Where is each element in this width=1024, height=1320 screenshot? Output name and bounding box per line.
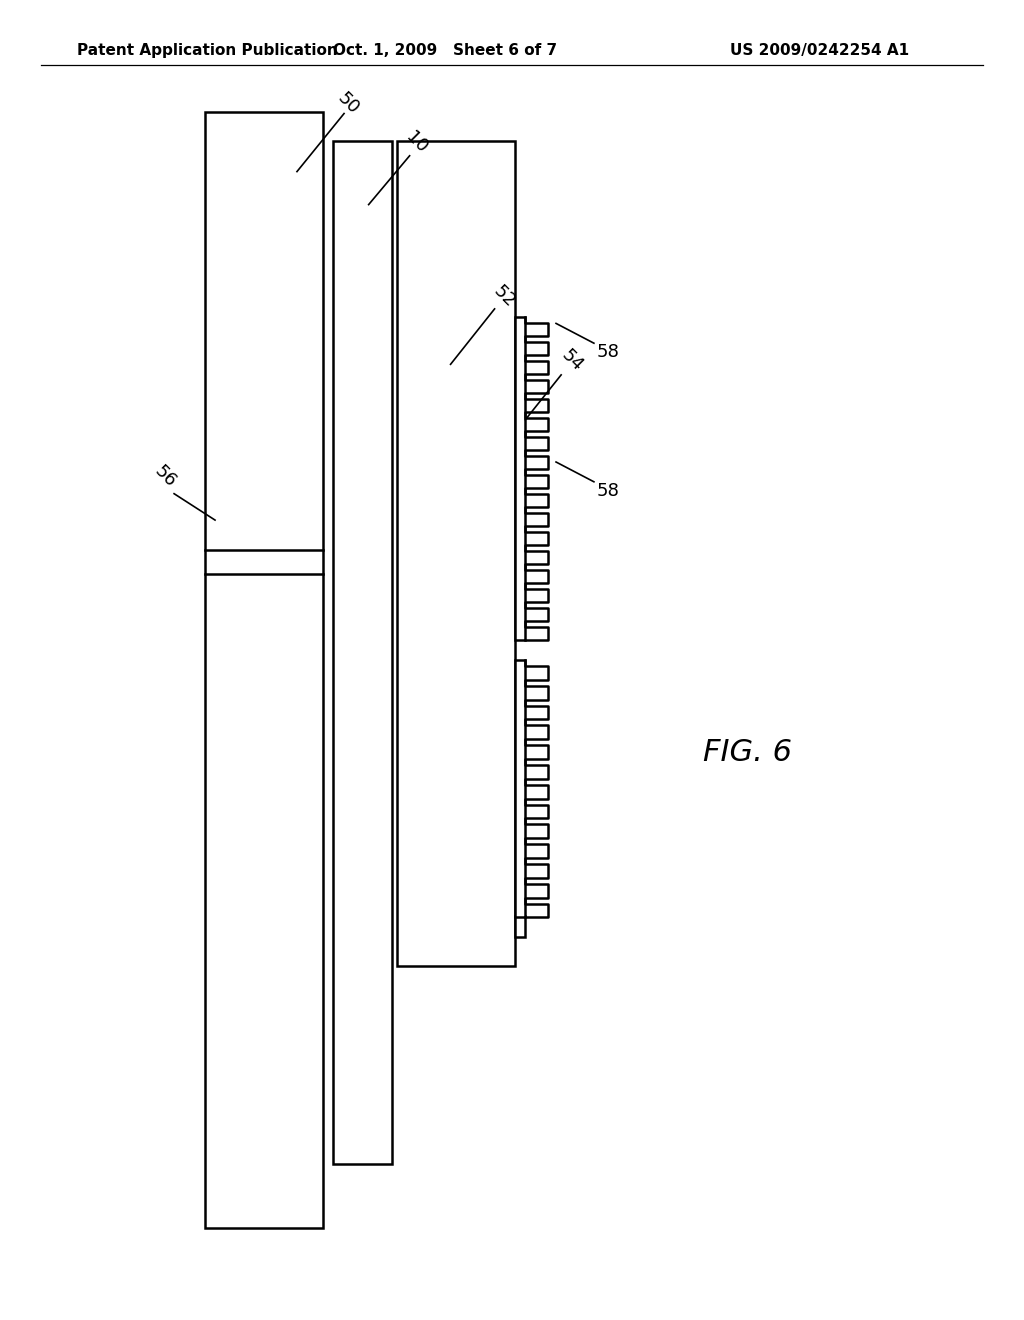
Text: 52: 52 <box>489 281 518 310</box>
Bar <box>515 916 525 937</box>
Text: Oct. 1, 2009   Sheet 6 of 7: Oct. 1, 2009 Sheet 6 of 7 <box>334 42 557 58</box>
Bar <box>515 660 525 917</box>
Text: 54: 54 <box>558 346 587 375</box>
Bar <box>205 112 323 1228</box>
Bar <box>397 141 515 966</box>
Text: FIG. 6: FIG. 6 <box>703 738 792 767</box>
Bar <box>333 141 392 1164</box>
Text: 50: 50 <box>334 88 362 117</box>
Text: 10: 10 <box>402 128 431 157</box>
Bar <box>515 317 525 640</box>
Text: 58: 58 <box>597 343 620 362</box>
Text: 56: 56 <box>151 462 179 491</box>
Text: US 2009/0242254 A1: US 2009/0242254 A1 <box>730 42 908 58</box>
Text: 58: 58 <box>597 482 620 500</box>
Text: Patent Application Publication: Patent Application Publication <box>77 42 338 58</box>
